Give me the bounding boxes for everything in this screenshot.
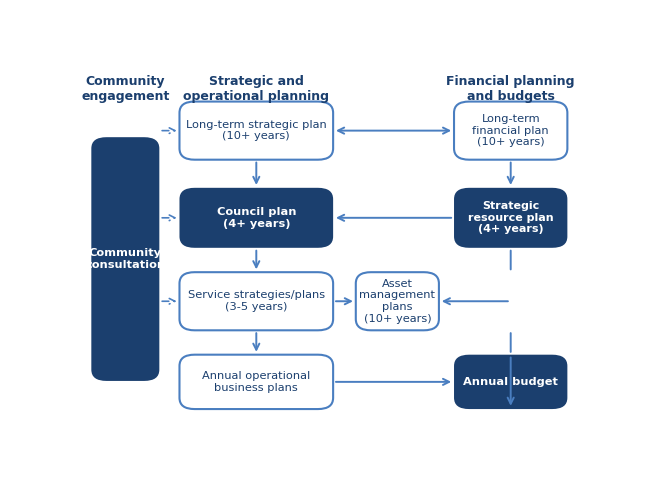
- Text: Council plan
(4+ years): Council plan (4+ years): [216, 207, 296, 228]
- FancyBboxPatch shape: [179, 188, 333, 248]
- Text: Financial planning
and budgets: Financial planning and budgets: [446, 75, 575, 103]
- Text: Community
engagement: Community engagement: [81, 75, 170, 103]
- FancyBboxPatch shape: [356, 272, 439, 330]
- Text: Asset
management
plans
(10+ years): Asset management plans (10+ years): [359, 279, 436, 324]
- FancyBboxPatch shape: [454, 355, 567, 409]
- Text: Long-term
financial plan
(10+ years): Long-term financial plan (10+ years): [473, 114, 549, 147]
- FancyBboxPatch shape: [179, 272, 333, 330]
- Text: Strategic
resource plan
(4+ years): Strategic resource plan (4+ years): [468, 201, 554, 234]
- FancyBboxPatch shape: [91, 137, 159, 381]
- Text: Strategic and
operational planning: Strategic and operational planning: [183, 75, 329, 103]
- FancyBboxPatch shape: [454, 102, 567, 160]
- Text: Annual operational
business plans: Annual operational business plans: [202, 371, 311, 393]
- Text: Long-term strategic plan
(10+ years): Long-term strategic plan (10+ years): [186, 120, 327, 141]
- Text: Annual budget: Annual budget: [463, 377, 558, 387]
- FancyBboxPatch shape: [179, 355, 333, 409]
- Text: Service strategies/plans
(3-5 years): Service strategies/plans (3-5 years): [188, 290, 325, 312]
- Text: Community
consultation: Community consultation: [85, 248, 165, 270]
- FancyBboxPatch shape: [454, 188, 567, 248]
- FancyBboxPatch shape: [179, 102, 333, 160]
